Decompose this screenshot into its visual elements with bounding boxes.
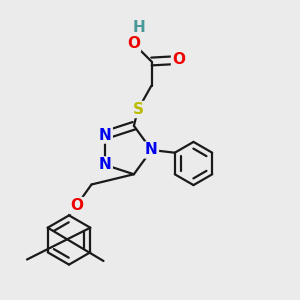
Text: O: O bbox=[127, 36, 140, 51]
Text: S: S bbox=[133, 102, 143, 117]
Text: O: O bbox=[172, 52, 185, 68]
Text: N: N bbox=[145, 142, 158, 158]
Text: N: N bbox=[99, 128, 112, 142]
Text: H: H bbox=[133, 20, 146, 34]
Text: O: O bbox=[70, 198, 83, 213]
Text: N: N bbox=[99, 158, 112, 172]
